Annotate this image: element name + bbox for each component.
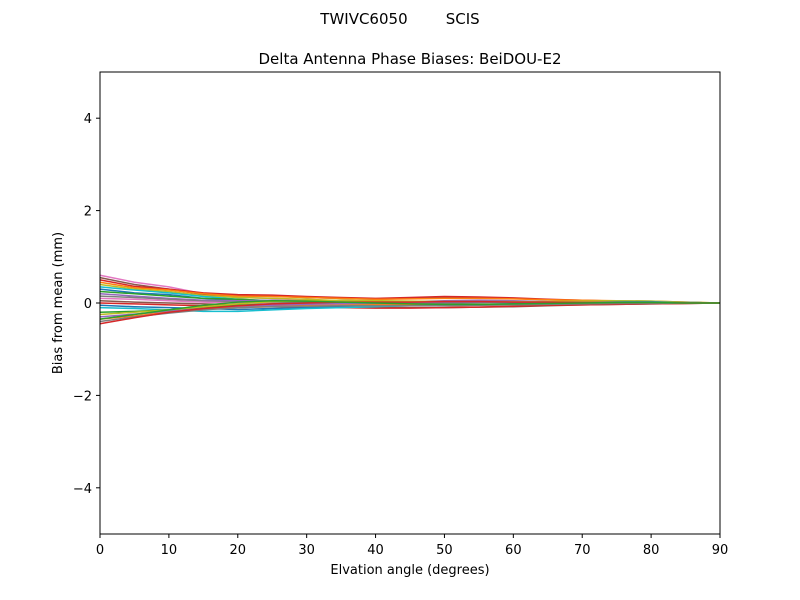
x-tick-label: 10 xyxy=(161,543,178,558)
x-tick-label: 80 xyxy=(643,543,660,558)
y-tick-label: −2 xyxy=(73,389,92,404)
y-axis-ticks: 4 2 0 −2 −4 xyxy=(73,112,100,497)
plot-frame xyxy=(99,71,721,535)
y-tick-label: 0 xyxy=(84,297,92,312)
x-tick-label: 0 xyxy=(96,543,104,558)
series-layer xyxy=(99,274,721,325)
series-line-20 xyxy=(99,302,720,323)
x-tick-label: 70 xyxy=(574,543,591,558)
series-line-22 xyxy=(99,299,720,320)
x-tick-label: 90 xyxy=(712,543,729,558)
x-tick-label: 50 xyxy=(436,543,453,558)
x-tick-label: 60 xyxy=(505,543,522,558)
y-tick-label: −4 xyxy=(73,482,92,497)
x-tick-label: 40 xyxy=(367,543,384,558)
x-axis-label: Elvation angle (degrees) xyxy=(330,563,489,578)
x-tick-label: 20 xyxy=(230,543,247,558)
y-tick-label: 2 xyxy=(84,205,92,220)
y-axis-label: Bias from mean (mm) xyxy=(51,232,66,374)
chart-title: Delta Antenna Phase Biases: BeiDOU-E2 xyxy=(259,50,562,68)
figure-suptitle: TWIVC6050 SCIS xyxy=(319,10,479,28)
y-tick-label: 4 xyxy=(84,112,92,127)
x-tick-label: 30 xyxy=(298,543,315,558)
x-axis-ticks: 0 10 20 30 40 50 60 70 80 90 xyxy=(96,534,728,558)
